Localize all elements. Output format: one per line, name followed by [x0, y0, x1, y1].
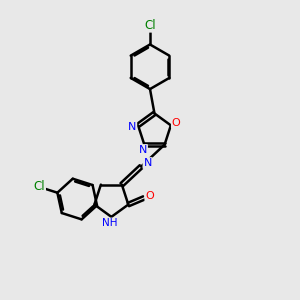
Text: Cl: Cl [144, 19, 156, 32]
Text: H: H [109, 219, 116, 229]
Text: O: O [145, 190, 154, 201]
Text: N: N [143, 158, 152, 168]
Text: NH: NH [102, 218, 118, 228]
Text: Cl: Cl [33, 180, 45, 194]
Text: N: N [128, 122, 136, 132]
Text: N: N [139, 145, 147, 155]
Text: O: O [172, 118, 181, 128]
